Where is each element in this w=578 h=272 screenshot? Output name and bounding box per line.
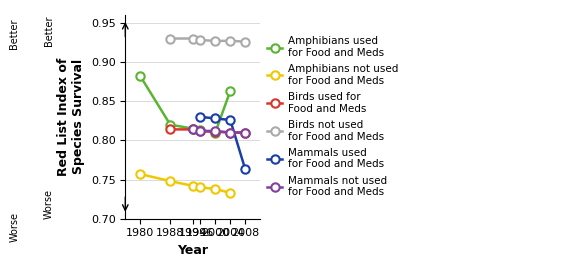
- Amphibians not used
for Food and Meds: [190, 184, 197, 187]
- Line: Birds not used
for Food and Meds: Birds not used for Food and Meds: [166, 34, 250, 46]
- Birds not used
for Food and Meds: [212, 39, 218, 42]
- Text: Worse: Worse: [9, 212, 20, 242]
- Amphibians used
for Food and Meds: [197, 129, 203, 132]
- Birds used for
Food and Meds: [167, 128, 174, 131]
- X-axis label: Year: Year: [177, 244, 208, 257]
- Birds not used
for Food and Meds: [190, 37, 197, 40]
- Birds used for
Food and Meds: [212, 130, 218, 133]
- Birds not used
for Food and Meds: [167, 37, 174, 40]
- Line: Mammals not used
for Food and Meds: Mammals not used for Food and Meds: [188, 125, 250, 137]
- Mammals used
for Food and Meds: [227, 118, 234, 122]
- Amphibians not used
for Food and Meds: [137, 172, 144, 176]
- Text: Better: Better: [44, 15, 54, 45]
- Text: Better: Better: [9, 18, 20, 49]
- Line: Mammals used
for Food and Meds: Mammals used for Food and Meds: [196, 113, 250, 174]
- Birds not used
for Food and Meds: [227, 39, 234, 42]
- Mammals not used
for Food and Meds: [242, 131, 249, 134]
- Amphibians not used
for Food and Meds: [212, 187, 218, 191]
- Amphibians not used
for Food and Meds: [197, 186, 203, 189]
- Mammals not used
for Food and Meds: [190, 128, 197, 131]
- Birds used for
Food and Meds: [242, 131, 249, 134]
- Mammals not used
for Food and Meds: [197, 129, 203, 132]
- Birds not used
for Food and Meds: [197, 38, 203, 42]
- Amphibians used
for Food and Meds: [212, 131, 218, 134]
- Mammals used
for Food and Meds: [212, 117, 218, 120]
- Amphibians used
for Food and Meds: [227, 89, 234, 93]
- Amphibians not used
for Food and Meds: [227, 191, 234, 194]
- Line: Amphibians not used
for Food and Meds: Amphibians not used for Food and Meds: [136, 170, 235, 197]
- Birds used for
Food and Meds: [227, 131, 234, 134]
- Y-axis label: Red List Index of
Species Survival: Red List Index of Species Survival: [57, 58, 86, 176]
- Line: Birds used for
Food and Meds: Birds used for Food and Meds: [166, 125, 250, 137]
- Mammals not used
for Food and Meds: [212, 129, 218, 132]
- Birds used for
Food and Meds: [197, 129, 203, 132]
- Birds not used
for Food and Meds: [242, 40, 249, 43]
- Amphibians used
for Food and Meds: [190, 127, 197, 130]
- Mammals not used
for Food and Meds: [227, 131, 234, 134]
- Mammals used
for Food and Meds: [197, 115, 203, 119]
- Birds used for
Food and Meds: [190, 128, 197, 131]
- Legend: Amphibians used
for Food and Meds, Amphibians not used
for Food and Meds, Birds : Amphibians used for Food and Meds, Amphi…: [267, 36, 398, 197]
- Text: Worse: Worse: [44, 189, 54, 219]
- Amphibians not used
for Food and Meds: [167, 180, 174, 183]
- Amphibians used
for Food and Meds: [137, 75, 144, 78]
- Line: Amphibians used
for Food and Meds: Amphibians used for Food and Meds: [136, 72, 235, 137]
- Amphibians used
for Food and Meds: [167, 123, 174, 126]
- Mammals used
for Food and Meds: [242, 168, 249, 171]
